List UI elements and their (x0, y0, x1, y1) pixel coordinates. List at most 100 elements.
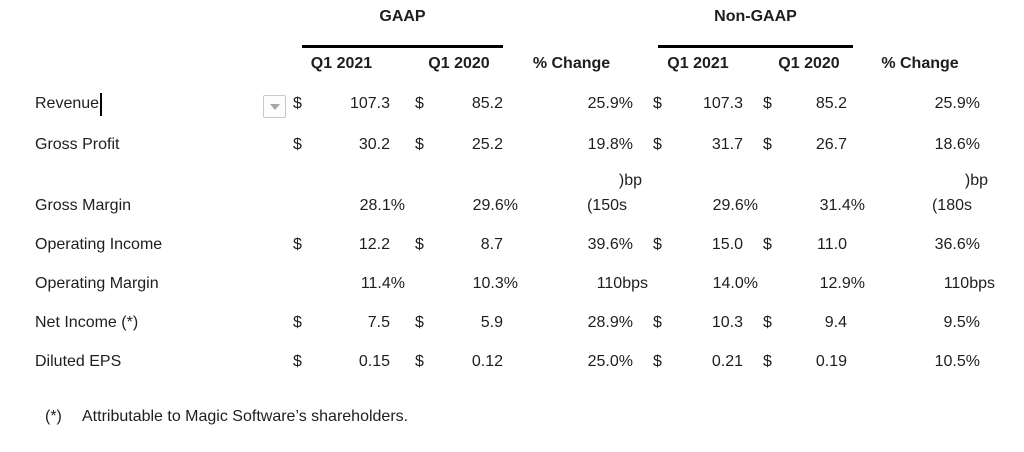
footnote-marker: (*) (45, 408, 62, 425)
row-label-operating-margin[interactable]: Operating Margin (35, 275, 159, 292)
col-header-non-gaap-pct-change: % Change (881, 55, 959, 72)
cell-value: 7.5 (367, 314, 390, 331)
gross-profit-non-gaap-q1-2021-cell[interactable]: $31.7 (653, 135, 743, 155)
cell-value: 31.7 (711, 136, 743, 153)
gross-margin-gaap-change-line2[interactable]: (150s (586, 197, 627, 214)
cell-value: 15.0 (711, 236, 743, 253)
row-label-net-income[interactable]: Net Income (*) (35, 314, 139, 331)
cell-value: 25.2 (471, 136, 503, 153)
currency-symbol: $ (653, 95, 662, 112)
col-header-non-gaap-q1-2020: Q1 2020 (778, 55, 840, 72)
currency-symbol: $ (415, 136, 424, 153)
operating-margin-gaap-q1-2021-cell[interactable]: 11.4% (360, 275, 405, 292)
section-header-gaap: GAAP (379, 8, 426, 25)
cell-value: 30.2 (358, 136, 390, 153)
cell-value: 107.3 (349, 95, 390, 112)
operating-margin-non-gaap-q1-2020-cell[interactable]: 12.9% (819, 275, 865, 292)
diluted-eps-non-gaap-q1-2020-cell[interactable]: $0.19 (763, 352, 847, 372)
currency-symbol: $ (293, 136, 302, 153)
currency-symbol: $ (763, 314, 772, 331)
currency-symbol: $ (293, 353, 302, 370)
currency-symbol: $ (763, 353, 772, 370)
col-header-gaap-pct-change: % Change (532, 55, 611, 72)
operating-margin-non-gaap-q1-2021-cell[interactable]: 14.0% (712, 275, 758, 292)
currency-symbol: $ (293, 314, 302, 331)
cell-value: 26.7 (815, 136, 847, 153)
operating-margin-gaap-q1-2020-cell[interactable]: 10.3% (472, 275, 518, 292)
gross-profit-non-gaap-q1-2020-cell[interactable]: $26.7 (763, 135, 847, 155)
cell-value: 85.2 (471, 95, 503, 112)
non-gaap-underline (658, 45, 853, 48)
revenue-gaap-pct-change-cell[interactable]: 25.9% (587, 95, 633, 112)
cell-value: 0.12 (471, 353, 503, 370)
footnote-text: Attributable to Magic Software’s shareho… (82, 408, 409, 425)
revenue-gaap-q1-2021-cell[interactable]: $107.3 (293, 94, 390, 114)
diluted-eps-gaap-q1-2020-cell[interactable]: $0.12 (415, 352, 503, 372)
col-header-non-gaap-q1-2021: Q1 2021 (667, 55, 729, 72)
col-header-gaap-q1-2020: Q1 2020 (428, 55, 490, 72)
currency-symbol: $ (653, 236, 662, 253)
currency-symbol: $ (293, 236, 302, 253)
operating-income-gaap-q1-2020-cell[interactable]: $8.7 (415, 235, 503, 255)
cell-value: 10.3 (711, 314, 743, 331)
net-income-gaap-pct-change-cell[interactable]: 28.9% (587, 314, 633, 331)
net-income-non-gaap-pct-change-cell[interactable]: 9.5% (943, 314, 980, 331)
cell-value: 5.9 (480, 314, 503, 331)
operating-income-gaap-q1-2021-cell[interactable]: $12.2 (293, 235, 390, 255)
operating-income-non-gaap-q1-2021-cell[interactable]: $15.0 (653, 235, 743, 255)
operating-income-non-gaap-pct-change-cell[interactable]: 36.6% (934, 236, 980, 253)
operating-margin-non-gaap-bps-change-cell[interactable]: 110bps (943, 275, 995, 292)
currency-symbol: $ (763, 236, 772, 253)
gross-profit-gaap-q1-2020-cell[interactable]: $25.2 (415, 135, 503, 155)
currency-symbol: $ (763, 136, 772, 153)
currency-symbol: $ (653, 136, 662, 153)
currency-symbol: $ (763, 95, 772, 112)
chevron-down-icon (269, 103, 280, 110)
net-income-non-gaap-q1-2020-cell[interactable]: $9.4 (763, 313, 847, 333)
diluted-eps-non-gaap-pct-change-cell[interactable]: 10.5% (934, 353, 980, 370)
revenue-non-gaap-pct-change-cell[interactable]: 25.9% (934, 95, 980, 112)
currency-symbol: $ (653, 353, 662, 370)
cell-value: 107.3 (702, 95, 743, 112)
row-label-gross-margin[interactable]: Gross Margin (35, 197, 132, 214)
cell-value: 12.2 (358, 236, 390, 253)
cell-value: 8.7 (480, 236, 503, 253)
gross-margin-gaap-q1-2021-cell[interactable]: 28.1% (359, 197, 405, 214)
revenue-gaap-q1-2020-cell[interactable]: $85.2 (415, 94, 503, 114)
gross-profit-gaap-q1-2021-cell[interactable]: $30.2 (293, 135, 390, 155)
gross-margin-non-gaap-q1-2020-cell[interactable]: 31.4% (819, 197, 865, 214)
row-label-diluted-eps[interactable]: Diluted EPS (35, 353, 122, 370)
currency-symbol: $ (415, 353, 424, 370)
diluted-eps-gaap-q1-2021-cell[interactable]: $0.15 (293, 352, 390, 372)
cell-value: 0.19 (815, 353, 847, 370)
row-label-operating-income[interactable]: Operating Income (35, 236, 163, 253)
diluted-eps-gaap-pct-change-cell[interactable]: 25.0% (587, 353, 633, 370)
gross-margin-non-gaap-change-line2[interactable]: (180s (931, 197, 972, 214)
cell-value: 9.4 (824, 314, 847, 331)
gaap-underline (302, 45, 503, 48)
net-income-gaap-q1-2020-cell[interactable]: $5.9 (415, 313, 503, 333)
diluted-eps-non-gaap-q1-2021-cell[interactable]: $0.21 (653, 352, 743, 372)
operating-margin-gaap-bps-change-cell[interactable]: 110bps (596, 275, 648, 292)
row-label-gross-profit[interactable]: Gross Profit (35, 136, 120, 153)
operating-income-gaap-pct-change-cell[interactable]: 39.6% (587, 236, 633, 253)
gross-margin-non-gaap-change-line1[interactable]: )bp (964, 172, 988, 189)
currency-symbol: $ (415, 236, 424, 253)
gross-margin-gaap-change-line1[interactable]: )bp (618, 172, 642, 189)
cell-value: 85.2 (815, 95, 847, 112)
gross-profit-gaap-pct-change-cell[interactable]: 19.8% (587, 136, 633, 153)
gross-margin-gaap-q1-2020-cell[interactable]: 29.6% (472, 197, 518, 214)
gross-margin-non-gaap-q1-2021-cell[interactable]: 29.6% (712, 197, 758, 214)
cell-dropdown-button[interactable] (263, 95, 286, 118)
gross-profit-non-gaap-pct-change-cell[interactable]: 18.6% (934, 136, 980, 153)
operating-income-non-gaap-q1-2020-cell[interactable]: $11.0 (763, 235, 847, 255)
text-cursor (100, 93, 102, 116)
currency-symbol: $ (415, 95, 424, 112)
currency-symbol: $ (293, 95, 302, 112)
revenue-non-gaap-q1-2020-cell[interactable]: $85.2 (763, 94, 847, 114)
net-income-gaap-q1-2021-cell[interactable]: $7.5 (293, 313, 390, 333)
revenue-non-gaap-q1-2021-cell[interactable]: $107.3 (653, 94, 743, 114)
net-income-non-gaap-q1-2021-cell[interactable]: $10.3 (653, 313, 743, 333)
row-label-revenue[interactable]: Revenue (35, 95, 100, 112)
